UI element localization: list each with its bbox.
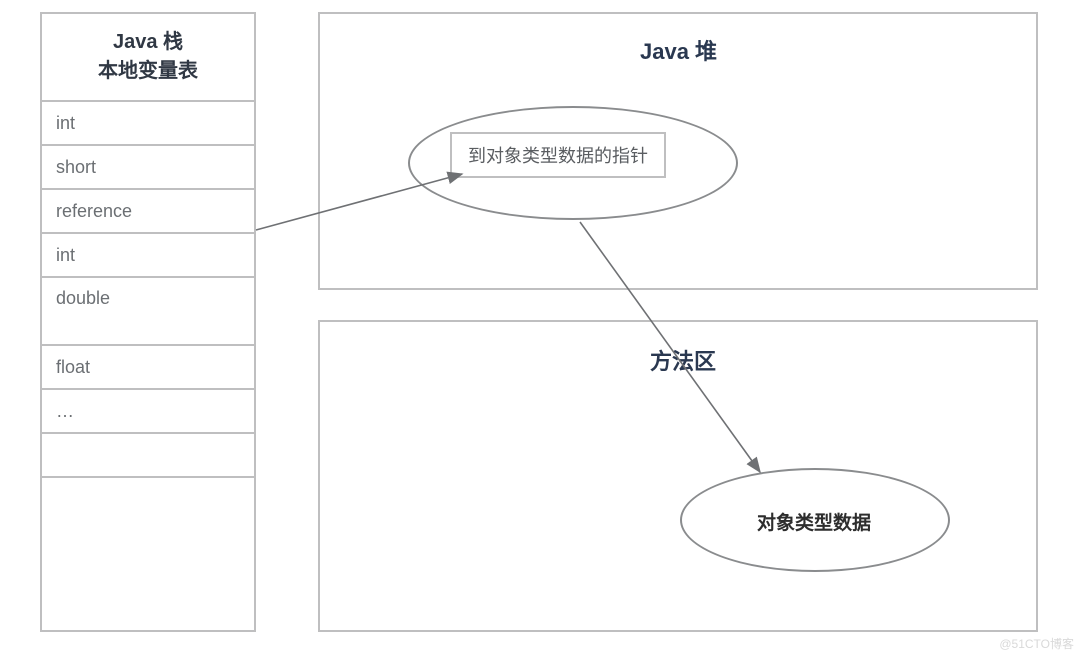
stack-row: int — [42, 100, 254, 144]
stack-row: reference — [42, 188, 254, 232]
object-type-pointer-box: 到对象类型数据的指针 — [450, 132, 666, 178]
java-heap-title: Java 堆 — [640, 34, 717, 66]
java-stack-box: Java 栈 本地变量表 intshortreferenceintdoublef… — [40, 12, 256, 632]
stack-row: short — [42, 144, 254, 188]
stack-rows: intshortreferenceintdoublefloat… — [42, 100, 254, 520]
stack-row: float — [42, 344, 254, 388]
stack-row: int — [42, 232, 254, 276]
stack-row: … — [42, 388, 254, 432]
object-type-data-label: 对象类型数据 — [757, 508, 871, 535]
watermark: @51CTO博客 — [999, 635, 1074, 652]
stack-title: Java 栈 本地变量表 — [42, 14, 254, 100]
stack-title-line2: 本地变量表 — [42, 57, 254, 86]
stack-row — [42, 432, 254, 476]
stack-row — [42, 476, 254, 520]
method-area-title: 方法区 — [650, 344, 716, 376]
stack-title-line1: Java 栈 — [42, 28, 254, 57]
stack-row: double — [42, 276, 254, 344]
